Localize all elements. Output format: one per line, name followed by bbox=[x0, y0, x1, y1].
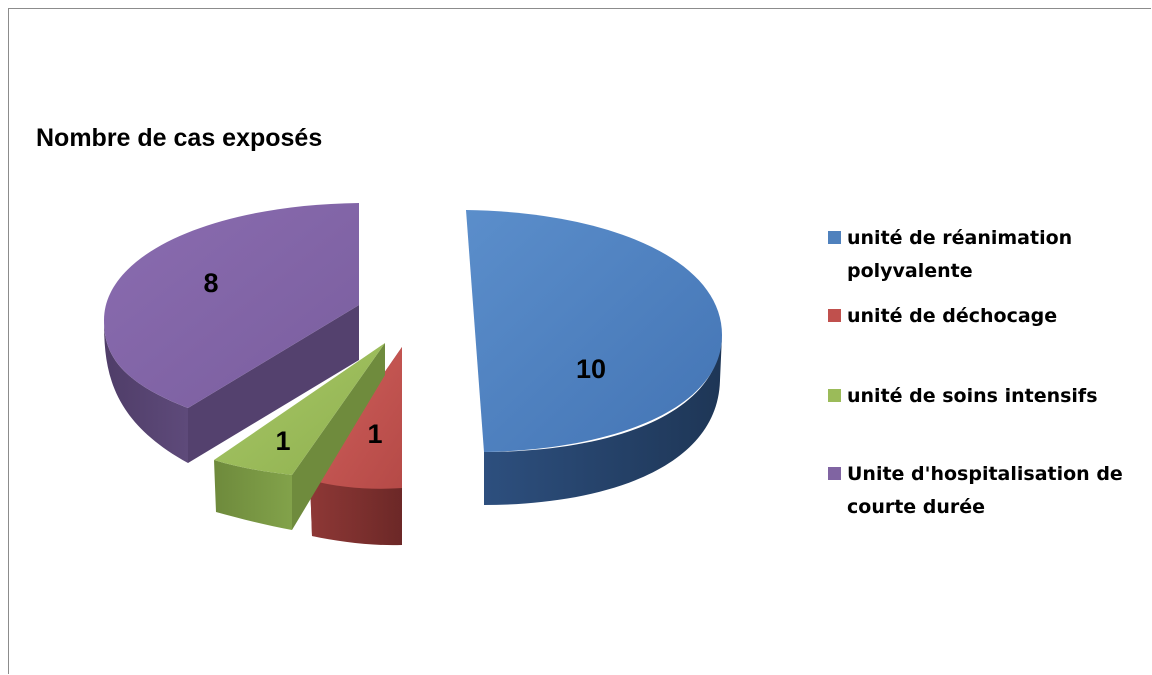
legend-swatch bbox=[828, 231, 841, 244]
pie-slice-soins-intensifs bbox=[214, 343, 385, 530]
legend-item-soins-intensifs: unité de soins intensifs bbox=[828, 380, 1148, 458]
pie-slice-reanimation bbox=[466, 210, 722, 505]
legend-swatch bbox=[828, 389, 841, 402]
pie-slice-hospitalisation bbox=[104, 203, 359, 463]
legend-label: unité de soins intensifs bbox=[847, 385, 1098, 407]
legend-item-reanimation: unité de réanimation polyvalente bbox=[828, 222, 1148, 300]
legend-swatch bbox=[828, 467, 841, 480]
data-label-soins-intensifs: 1 bbox=[275, 426, 290, 456]
legend-label: Unite d'hospitalisation de courte durée bbox=[847, 463, 1123, 518]
chart-title: Nombre de cas exposés bbox=[36, 124, 323, 152]
data-label-reanimation: 10 bbox=[576, 354, 606, 384]
chart-frame bbox=[8, 8, 1151, 674]
legend-label: unité de réanimation polyvalente bbox=[847, 227, 1073, 282]
data-label-dechocage: 1 bbox=[367, 419, 382, 449]
legend: unité de réanimation polyvalente unité d… bbox=[828, 222, 1148, 524]
legend-swatch bbox=[828, 309, 841, 322]
legend-label: unité de déchocage bbox=[847, 305, 1058, 327]
data-label-hospitalisation: 8 bbox=[203, 268, 218, 298]
legend-item-dechocage: unité de déchocage bbox=[828, 300, 1148, 380]
legend-item-hospitalisation: Unite d'hospitalisation de courte durée bbox=[828, 458, 1148, 524]
